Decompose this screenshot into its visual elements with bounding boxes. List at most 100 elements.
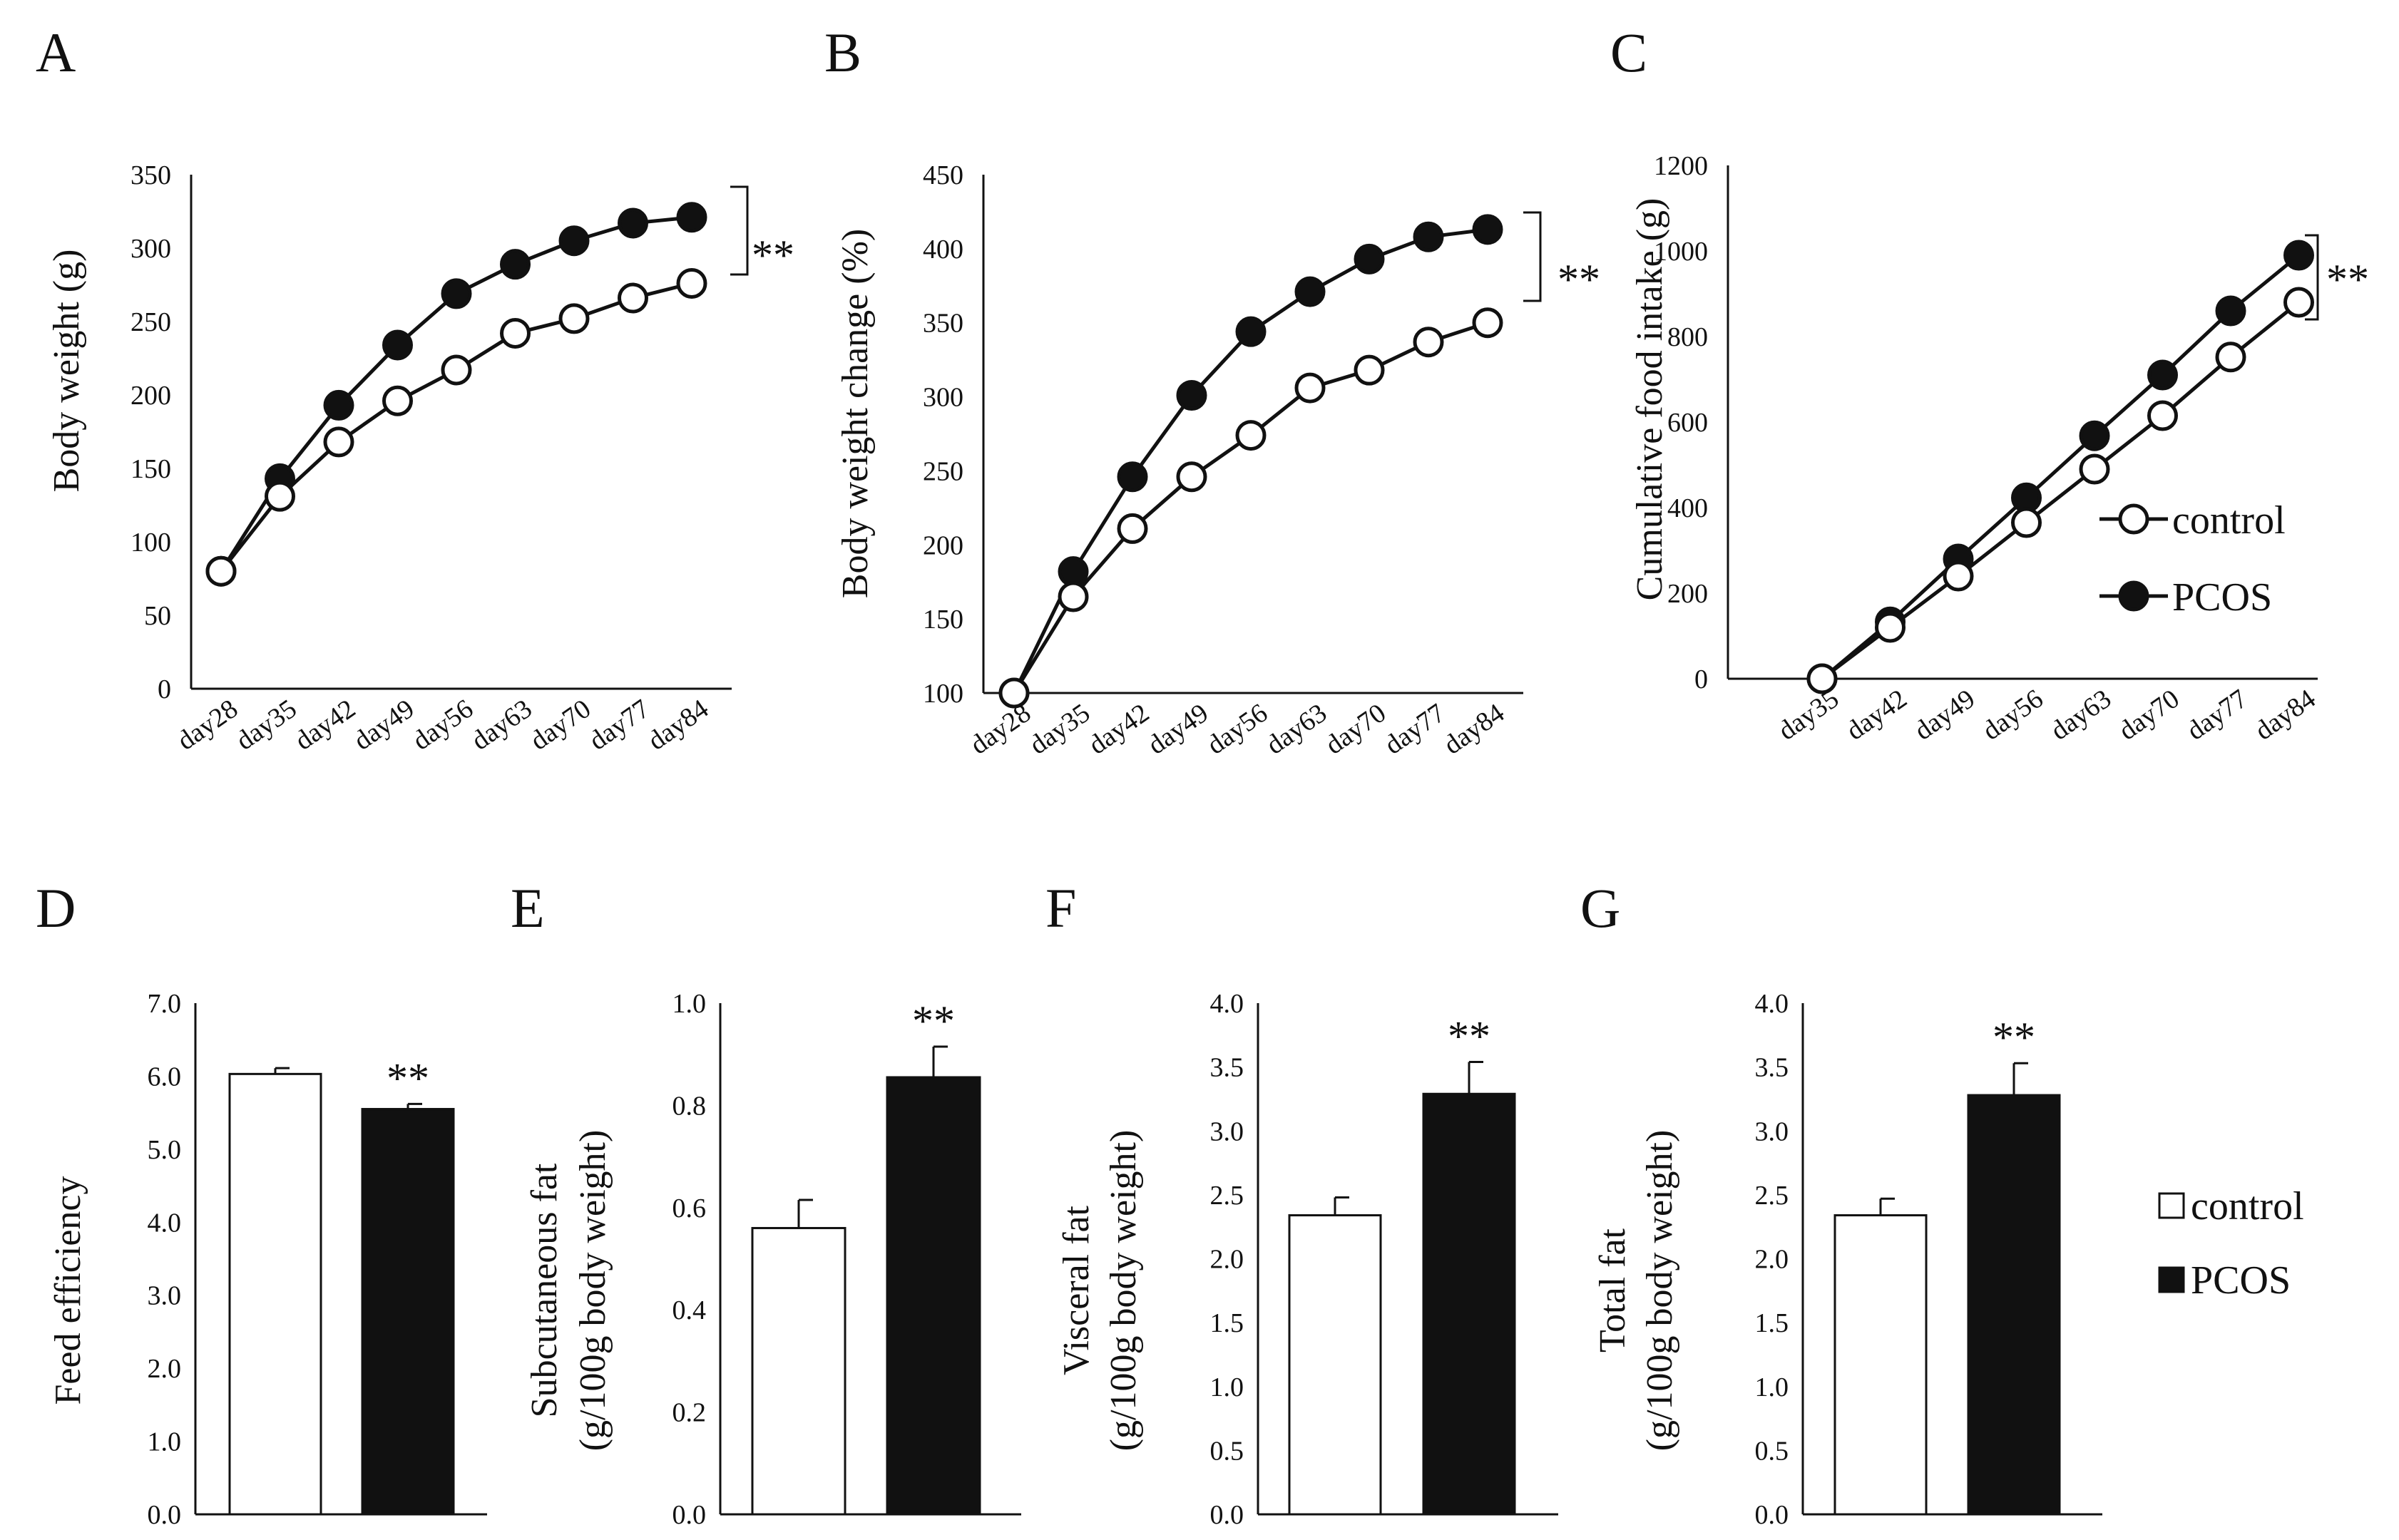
panel-letter-g: G xyxy=(1580,877,1620,939)
y-tick-label: 200 xyxy=(923,530,963,560)
y-tick-label: 0.0 xyxy=(148,1500,182,1530)
series-line-pcos xyxy=(1012,227,1488,694)
y-axis-label: Subcutaneous fat xyxy=(524,1163,565,1417)
panel-letter-c: C xyxy=(1610,21,1647,83)
data-point-control xyxy=(1058,581,1089,612)
significance-label: ** xyxy=(752,232,794,279)
plot-area: 0.0 0.5 1.0 1.5 2.0 2.5 3.0 3.5 4.0 ** xyxy=(1210,989,1516,1530)
x-tick-label: day84 xyxy=(643,694,714,756)
data-point-control xyxy=(1235,420,1267,451)
legend-swatch-filled-square-icon xyxy=(2158,1266,2185,1293)
plot-area: 0 200 400 600 800 1000 1200 day35day42day49day5… xyxy=(1654,151,2321,746)
significance-label: ** xyxy=(387,1054,429,1102)
panel-a: A Body weight (g) 0 50 100 150 200 250 300 350 d… xyxy=(36,21,794,756)
legend-item-pcos: PCOS xyxy=(2099,575,2272,620)
legend-item-pcos: PCOS xyxy=(2158,1258,2291,1303)
y-tick-label: 7.0 xyxy=(148,989,182,1019)
x-tick-label: day84 xyxy=(2249,684,2321,746)
bar-control xyxy=(1288,1214,1382,1516)
y-axis-label-units: (g/100g body weight) xyxy=(1640,1130,1680,1452)
data-point-control xyxy=(558,303,590,334)
data-point-control xyxy=(323,426,354,458)
data-point-pcos xyxy=(441,278,472,309)
bar-pcos xyxy=(886,1076,981,1516)
panel-letter-b: B xyxy=(824,21,861,83)
data-point-pcos xyxy=(1235,316,1267,347)
y-tick-label: 450 xyxy=(923,160,963,190)
x-tick-label: day56 xyxy=(407,694,479,756)
y-tick-label: 2.5 xyxy=(1210,1181,1244,1211)
y-tick-label: 50 xyxy=(144,601,171,631)
y-tick-label: 4.0 xyxy=(148,1208,182,1238)
data-point-control xyxy=(1354,354,1385,386)
y-tick-label: 1.0 xyxy=(672,989,707,1019)
y-tick-label: 1.0 xyxy=(1210,1372,1244,1402)
x-tick-label: day42 xyxy=(1083,698,1155,761)
significance-bracket xyxy=(1523,211,1542,302)
data-point-pcos xyxy=(1294,276,1326,307)
data-point-control xyxy=(1806,663,1838,694)
significance-label: ** xyxy=(912,997,955,1044)
y-tick-label: 1.0 xyxy=(148,1427,182,1457)
data-point-control xyxy=(2079,453,2110,485)
y-tick-label: 100 xyxy=(131,528,171,558)
y-tick-label: 5.0 xyxy=(148,1135,182,1165)
bar-pcos xyxy=(1422,1092,1516,1516)
y-tick-label: 400 xyxy=(923,235,963,265)
data-point-pcos xyxy=(1117,461,1148,493)
data-point-pcos xyxy=(500,249,531,280)
y-tick-label: 300 xyxy=(131,234,171,264)
y-axis-label: Body weight (g) xyxy=(46,250,87,493)
series-line-pcos xyxy=(219,215,692,573)
y-tick-label: 2.0 xyxy=(1755,1245,1789,1275)
y-tick-label: 150 xyxy=(923,605,963,635)
data-point-control xyxy=(2215,342,2246,373)
y-tick-label: 1000 xyxy=(1654,237,1708,267)
panel-letter-a: A xyxy=(36,21,76,83)
y-tick-label: 0.4 xyxy=(672,1295,707,1325)
y-tick-label: 300 xyxy=(923,383,963,413)
panel-c: C Cumulative food intake (g) 0 200 400 600 8… xyxy=(1610,21,2369,746)
bar-control xyxy=(228,1072,322,1516)
legend-label-control: control xyxy=(2172,498,2286,543)
y-tick-label: 400 xyxy=(1667,493,1708,523)
y-tick-label: 1.5 xyxy=(1755,1308,1789,1338)
y-axis-label: Body weight change (%) xyxy=(835,229,876,598)
significance-label: ** xyxy=(2326,256,2369,303)
data-point-pcos xyxy=(2215,295,2246,327)
y-tick-label: 250 xyxy=(923,456,963,486)
data-point-control xyxy=(676,267,707,299)
data-point-control xyxy=(1943,560,1974,592)
x-tick-label: day35 xyxy=(230,694,302,756)
legend: control PCOS xyxy=(2158,1184,2304,1303)
plot-area: 0.0 0.2 0.4 0.6 0.8 1.0 ** xyxy=(672,989,981,1530)
y-tick-label: 2.0 xyxy=(148,1354,182,1384)
y-tick-label: 200 xyxy=(1667,579,1708,609)
panel-f: F Visceral fat (g/100g body weight) 0.00… xyxy=(1045,877,1558,1530)
bar-control xyxy=(1833,1214,1928,1516)
y-tick-label: 1.0 xyxy=(1755,1372,1789,1402)
y-tick-label: 0.0 xyxy=(1210,1500,1244,1530)
x-tick-label: day63 xyxy=(2045,684,2117,746)
panel-letter-e: E xyxy=(511,877,545,939)
data-point-pcos xyxy=(2079,420,2110,451)
y-tick-label: 1.5 xyxy=(1210,1308,1244,1338)
y-tick-label: 0.2 xyxy=(672,1398,707,1428)
legend-label-pcos: PCOS xyxy=(2191,1258,2291,1303)
data-point-control xyxy=(2283,287,2314,318)
x-tick-label: day70 xyxy=(525,694,596,756)
y-tick-label: 0.5 xyxy=(1755,1436,1789,1466)
significance-label: ** xyxy=(1993,1014,2035,1061)
significance-bracket xyxy=(730,185,749,276)
plot-area: 0 50 100 150 200 250 300 350 day28day35day42day4… xyxy=(131,160,714,756)
y-tick-label: 350 xyxy=(131,160,171,190)
x-tick-label: day70 xyxy=(1320,698,1391,761)
series-line-control xyxy=(220,282,692,573)
data-point-control xyxy=(1117,513,1148,544)
y-tick-label: 600 xyxy=(1667,408,1708,438)
y-tick-label: 200 xyxy=(131,381,171,411)
y-tick-label: 3.5 xyxy=(1755,1053,1789,1083)
y-tick-label: 4.0 xyxy=(1755,989,1789,1019)
panel-b: B Body weight change (%) 100 150 200 250 300… xyxy=(824,21,1600,761)
